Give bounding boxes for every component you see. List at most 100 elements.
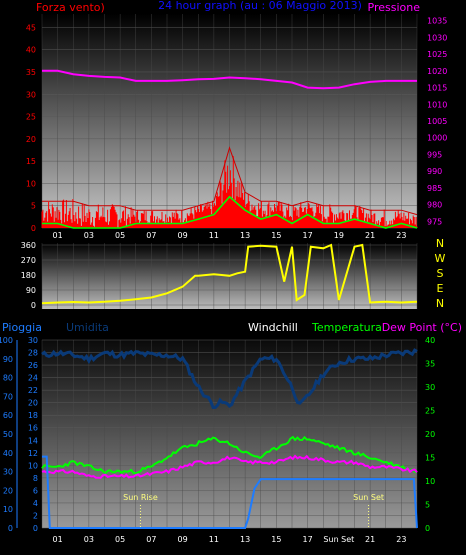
direction-tick-label: 90 (26, 286, 36, 295)
wind-axis-ticks: 0 5 10 15 20 25 30 35 40 45 (26, 23, 36, 233)
bottom-hour-axis-ticks: 01 03 05 07 09 11 13 15 17 Sun Set 21 23 (53, 535, 407, 544)
rain-tick-label: 40 (3, 449, 13, 458)
pressure-axis-ticks: 975 980 985 990 995 1000 1005 1010 1015 1020 1025 1… (427, 17, 447, 227)
humidity-tick-label: 10 (28, 461, 38, 470)
rain-tick-label: 70 (3, 392, 13, 401)
dewpoint-tick-label: 40 (425, 336, 435, 345)
pressure-tick-label: 975 (427, 217, 442, 226)
rain-tick-label: 100 (0, 336, 13, 345)
compass-label: S (437, 267, 444, 280)
hour-tick-label: 23 (396, 231, 406, 240)
dewpoint-tick-label: 0 (425, 524, 430, 533)
hour-tick-label: 09 (178, 231, 188, 240)
wind-pressure-grid (41, 14, 418, 229)
wind-axis-title: Forza vento) (36, 1, 105, 14)
hour-tick-label: 17 (303, 231, 313, 240)
dewpoint-tick-label: 5 (425, 501, 430, 510)
wind-pressure-series (41, 69, 418, 229)
rain-line (42, 455, 418, 529)
pressure-tick-label: 1030 (427, 33, 447, 42)
pressure-tick-label: 1035 (427, 17, 447, 26)
humidity-tick-label: 28 (28, 349, 38, 358)
dewpoint-legend: Dew Point (°C) (382, 321, 462, 334)
bottom-hour-tick-label: 07 (146, 535, 156, 544)
pressure-tick-label: 980 (427, 201, 442, 210)
bottom-hour-tick-label: 17 (303, 535, 313, 544)
sun-rise-label: Sun Rise (123, 493, 158, 502)
hour-tick-label: 13 (240, 231, 250, 240)
direction-tick-label: 180 (21, 271, 36, 280)
wind-tick-label: 40 (26, 46, 36, 55)
hour-tick-label: 11 (209, 231, 219, 240)
bottom-hour-tick-label: 01 (53, 535, 63, 544)
compass-label: E (437, 282, 444, 295)
hour-tick-label: 03 (84, 231, 94, 240)
pressure-tick-label: 985 (427, 184, 442, 193)
chart-title: 24 hour graph (au : 06 Maggio 2013) (158, 0, 362, 12)
dewpoint-tick-label: 10 (425, 477, 435, 486)
windchill-legend: Windchill (248, 321, 298, 334)
bottom-hour-tick-label: 05 (115, 535, 125, 544)
direction-axis-ticks: 0 90 180 270 360 (21, 241, 36, 310)
compass-label: N (436, 297, 444, 310)
wind-tick-label: 45 (26, 23, 36, 32)
rain-tick-label: 30 (3, 468, 13, 477)
direction-tick-label: 0 (31, 301, 36, 310)
humidity-tick-label: 16 (28, 424, 38, 433)
temperature-grid (41, 339, 418, 529)
rain-tick-label: 60 (3, 411, 13, 420)
pressure-tick-label: 1000 (427, 134, 447, 143)
humidity-tick-label: 30 (28, 336, 38, 345)
wind-tick-label: 5 (31, 202, 36, 211)
bottom-hour-tick-label: 03 (84, 535, 94, 544)
wind-tick-label: 35 (26, 68, 36, 77)
pressure-tick-label: 1010 (427, 100, 447, 109)
bottom-hour-tick-label: 09 (178, 535, 188, 544)
humidity-tick-label: 6 (33, 486, 38, 495)
wind-peak-line (42, 146, 418, 216)
rain-tick-label: 90 (3, 355, 13, 364)
humidity-tick-label: 22 (28, 386, 38, 395)
wind-tick-label: 10 (26, 179, 36, 188)
humidity-line (41, 348, 418, 410)
dewpoint-axis-ticks: 0 5 10 15 20 25 30 35 40 (425, 336, 435, 533)
rain-tick-label: 80 (3, 374, 13, 383)
compass-label: N (436, 237, 444, 250)
bottom-hour-tick-label: Sun Set (323, 535, 354, 544)
bottom-hour-tick-label: 23 (396, 535, 406, 544)
humidity-axis-title: Umidita (66, 321, 109, 334)
pressure-tick-label: 1025 (427, 50, 447, 59)
humidity-tick-label: 4 (33, 499, 38, 508)
pressure-tick-label: 990 (427, 167, 442, 176)
compass-label: W (435, 252, 446, 265)
dewpoint-tick-label: 25 (425, 407, 435, 416)
hour-axis-ticks: 01 03 05 07 09 11 13 15 17 19 21 23 (53, 231, 407, 240)
wind-tick-label: 20 (26, 135, 36, 144)
humidity-tick-label: 0 (33, 524, 38, 533)
rain-tick-label: 10 (3, 505, 13, 514)
rain-tick-label: 50 (3, 430, 13, 439)
dewpoint-tick-label: 15 (425, 454, 435, 463)
rain-axis-ticks: 0 10 20 30 40 50 60 70 80 90 100 (0, 336, 18, 533)
hour-tick-label: 05 (115, 231, 125, 240)
wind-tick-label: 15 (26, 157, 36, 166)
hour-tick-label: 19 (334, 231, 344, 240)
humidity-tick-label: 2 (33, 511, 38, 520)
pressure-tick-label: 995 (427, 150, 442, 159)
dewpoint-tick-label: 20 (425, 430, 435, 439)
sun-set-label: Sun Set (353, 493, 384, 502)
humidity-tick-label: 18 (28, 411, 38, 420)
hour-tick-label: 15 (271, 231, 281, 240)
direction-tick-label: 270 (21, 256, 36, 265)
bottom-hour-tick-label: 13 (240, 535, 250, 544)
hour-tick-label: 07 (146, 231, 156, 240)
hour-tick-label: 21 (365, 231, 375, 240)
wind-tick-label: 30 (26, 90, 36, 99)
humidity-tick-label: 14 (28, 436, 38, 445)
rain-tick-label: 0 (8, 524, 13, 533)
direction-series (41, 243, 418, 305)
humidity-tick-label: 26 (28, 361, 38, 370)
pressure-tick-label: 1020 (427, 67, 447, 76)
humidity-tick-label: 24 (28, 374, 38, 383)
